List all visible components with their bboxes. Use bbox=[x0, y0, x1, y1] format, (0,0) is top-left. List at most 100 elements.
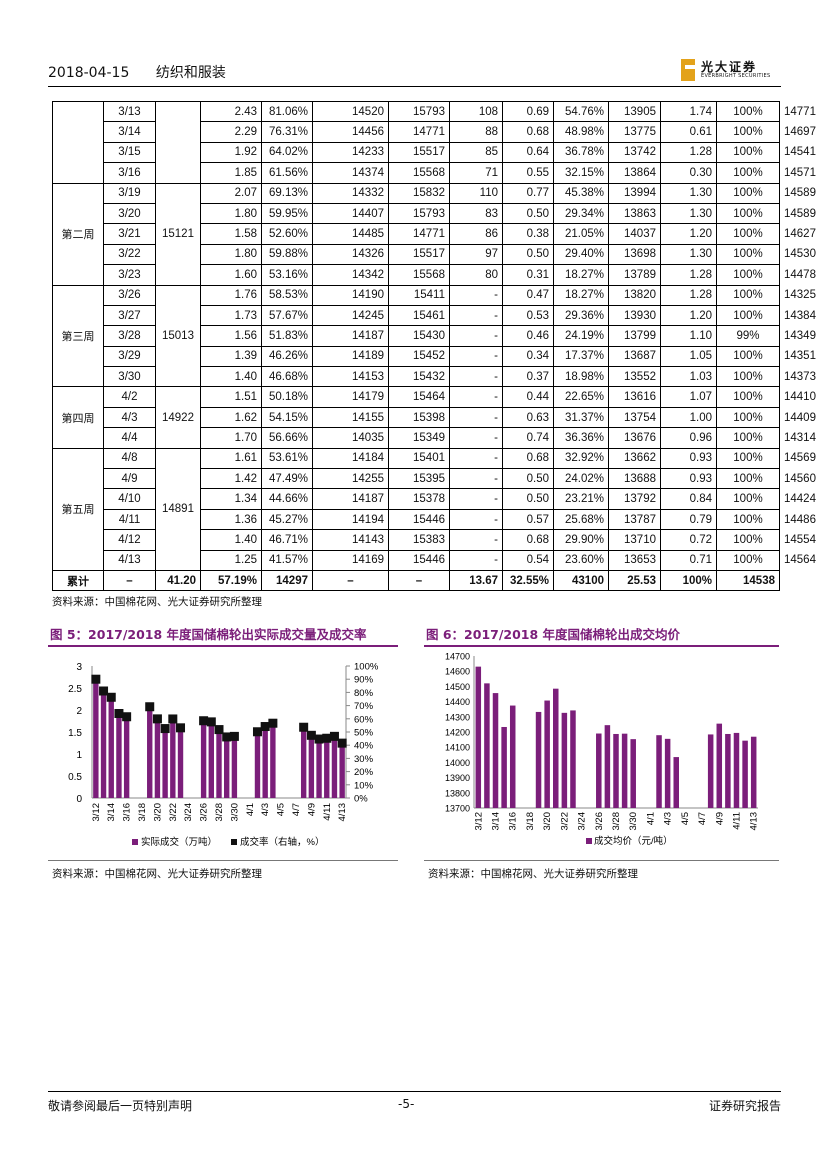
date-cell: 4/9 bbox=[103, 468, 156, 490]
value-cell: - bbox=[449, 488, 503, 510]
value-cell: 53.16% bbox=[261, 264, 313, 286]
right-tick-label: 10% bbox=[354, 780, 374, 791]
value-cell: 15430 bbox=[388, 325, 450, 347]
volume-bar bbox=[100, 691, 107, 798]
left-tick-label: 1 bbox=[76, 750, 82, 761]
rate-marker bbox=[299, 722, 309, 732]
value-cell: 51.83% bbox=[261, 325, 313, 347]
x-tick-label: 4/1 bbox=[645, 812, 656, 825]
table-row: 3/15 1.92 64.02% 14233 15517 85 0.64 36.78% 1374… bbox=[53, 141, 816, 164]
price-bar bbox=[733, 732, 740, 808]
x-tick-label: 3/24 bbox=[183, 803, 194, 822]
value-cell: 100% bbox=[716, 304, 780, 327]
week-cell bbox=[52, 101, 104, 184]
price-bar bbox=[570, 710, 576, 808]
volume-bar bbox=[200, 720, 207, 798]
value-cell: 14169 bbox=[312, 549, 389, 571]
value-cell: 0.50 bbox=[502, 243, 554, 266]
value-cell: 1.03 bbox=[660, 366, 717, 388]
rate-marker bbox=[260, 722, 270, 732]
x-tick-label: 3/20 bbox=[542, 812, 553, 831]
value-cell: 100% bbox=[716, 488, 780, 510]
price-bar bbox=[613, 733, 619, 808]
figure5-source-note: 资料来源：中国棉花网、光大证券研究所整理 bbox=[52, 868, 262, 880]
right-tick-label: 100% bbox=[354, 662, 379, 673]
date-cell: 3/26 bbox=[103, 284, 156, 306]
total-cell: – bbox=[388, 569, 450, 592]
volume-bar bbox=[162, 728, 168, 798]
footer-disclaimer: 敬请参阅最后一页特别声明 bbox=[48, 1099, 193, 1113]
value-cell: 1.76 bbox=[200, 284, 262, 306]
table-row: 3/22 1.80 59.88% 14326 15517 97 0.50 29.40% 1369… bbox=[53, 243, 816, 266]
volume-bar bbox=[123, 716, 130, 798]
value-cell: 58.53% bbox=[261, 284, 313, 306]
value-cell: 13754 bbox=[608, 406, 661, 429]
week-average-cell: 14922 bbox=[155, 386, 201, 449]
x-tick-label: 3/18 bbox=[525, 812, 536, 831]
legend-bar-label: 实际成交（万吨） bbox=[141, 836, 217, 848]
value-cell: 1.60 bbox=[200, 264, 262, 286]
value-cell: 1.42 bbox=[200, 468, 262, 490]
week-average-cell: 14891 bbox=[155, 447, 201, 571]
value-cell: 14485 bbox=[312, 223, 389, 245]
value-cell: 14332 bbox=[312, 182, 389, 204]
x-tick-label: 4/9 bbox=[714, 812, 725, 825]
week-cell: 第三周 bbox=[52, 284, 104, 388]
value-cell: - bbox=[449, 304, 503, 327]
value-cell: 29.40% bbox=[553, 243, 609, 266]
value-cell: 56.66% bbox=[261, 427, 313, 449]
right-tick-label: 90% bbox=[354, 675, 374, 686]
rate-marker bbox=[114, 708, 124, 718]
rate-marker bbox=[329, 731, 339, 741]
value-cell: 0.61 bbox=[660, 121, 717, 143]
table-row: 第三周 3/26 15013 1.76 58.53% 14190 15411-0.47 18.… bbox=[52, 284, 816, 388]
volume-bar bbox=[177, 727, 184, 798]
value-cell: 15446 bbox=[388, 508, 450, 531]
logo-mark-icon bbox=[681, 59, 695, 81]
value-cell: 0.31 bbox=[502, 264, 554, 286]
date-cell: 4/4 bbox=[103, 427, 156, 449]
rate-marker bbox=[145, 702, 155, 712]
price-bar bbox=[604, 725, 611, 808]
value-cell: 0.68 bbox=[502, 447, 554, 470]
price-bar bbox=[509, 705, 516, 808]
price-bar bbox=[656, 735, 662, 808]
value-cell: 100% bbox=[716, 447, 780, 470]
value-cell: 0.50 bbox=[502, 468, 554, 490]
value-cell: 2.07 bbox=[200, 182, 262, 204]
date-cell: 3/13 bbox=[103, 100, 156, 123]
report-date: 2018-04-15 bbox=[48, 65, 130, 81]
rate-marker bbox=[106, 692, 116, 702]
x-tick-label: 4/11 bbox=[731, 812, 742, 830]
x-tick-label: 4/5 bbox=[680, 812, 691, 825]
value-cell: 44.66% bbox=[261, 488, 313, 510]
value-cell: 32.15% bbox=[553, 162, 609, 184]
value-cell: 1.85 bbox=[200, 162, 262, 184]
x-tick-label: 4/3 bbox=[260, 803, 271, 816]
value-cell: 0.77 bbox=[502, 182, 554, 204]
rate-marker bbox=[99, 686, 109, 696]
value-cell: 13710 bbox=[608, 529, 661, 551]
date-cell: 3/23 bbox=[103, 264, 156, 286]
value-cell: 108 bbox=[449, 100, 503, 123]
value-cell: 100% bbox=[716, 162, 780, 184]
value-cell: 1.74 bbox=[660, 100, 717, 123]
price-bar bbox=[501, 726, 507, 808]
value-cell: 52.60% bbox=[261, 223, 313, 245]
total-cell: 41.20 bbox=[155, 569, 201, 592]
value-cell: 0.37 bbox=[502, 366, 554, 388]
report-section: 纺织和服装 bbox=[155, 65, 226, 81]
value-cell: 15793 bbox=[388, 100, 450, 123]
price-bar bbox=[596, 733, 602, 808]
value-cell: 100% bbox=[716, 386, 780, 408]
value-cell: 0.79 bbox=[660, 508, 717, 531]
value-cell: 1.20 bbox=[660, 304, 717, 327]
value-cell: 0.44 bbox=[502, 386, 554, 408]
figure6-source-note: 资料来源：中国棉花网、光大证券研究所整理 bbox=[428, 868, 638, 880]
value-cell: 13930 bbox=[608, 304, 661, 327]
value-cell: 15464 bbox=[388, 386, 450, 408]
value-cell: 1.36 bbox=[200, 508, 262, 531]
value-cell: 13662 bbox=[608, 447, 661, 470]
volume-bar bbox=[208, 721, 214, 798]
value-cell: 15411 bbox=[388, 284, 450, 306]
